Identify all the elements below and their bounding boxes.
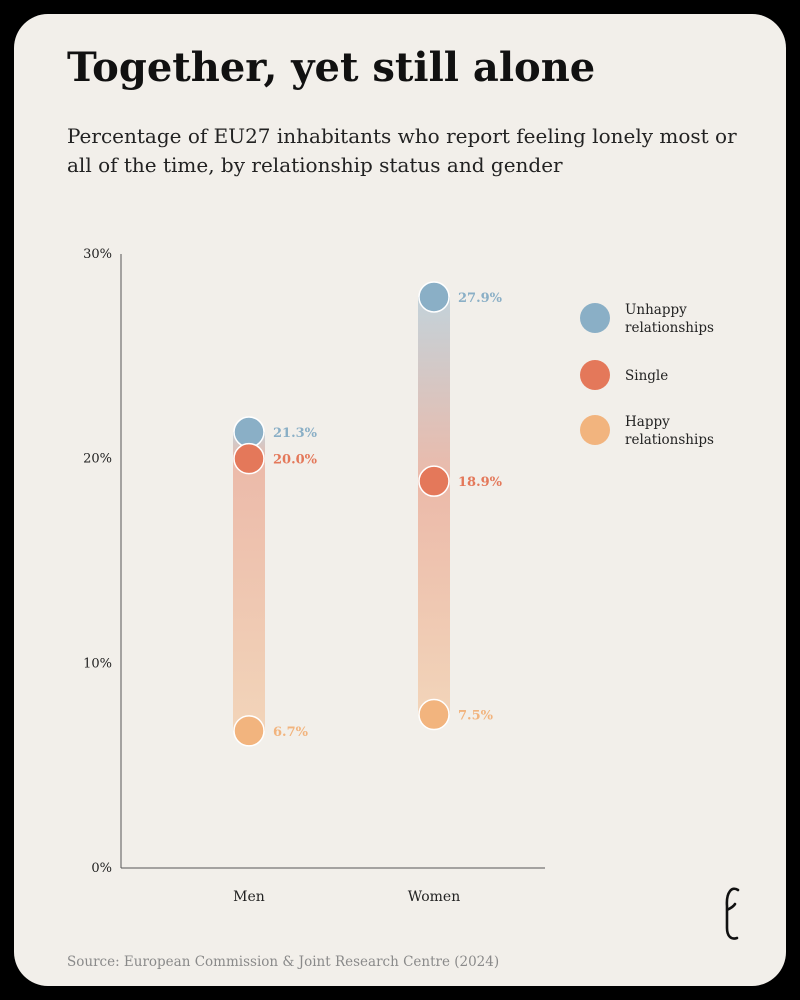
y-tick-label: 10% — [83, 656, 112, 671]
data-point — [233, 442, 265, 475]
legend-swatch — [580, 415, 610, 445]
legend-swatch — [580, 360, 610, 390]
data-label: 27.9% — [458, 291, 503, 306]
chart-axes: 0% 10% 20% 30% Men Women — [83, 247, 545, 905]
data-label: 6.7% — [273, 725, 309, 740]
data-point — [418, 465, 450, 497]
data-label: 20.0% — [273, 453, 318, 468]
data-label: 21.3% — [273, 426, 318, 441]
range-bar — [418, 296, 450, 715]
data-point — [233, 715, 265, 747]
y-tick-label: 30% — [83, 247, 112, 262]
y-tick-label: 0% — [91, 861, 112, 876]
x-category-label: Men — [233, 889, 265, 905]
y-tick-label: 20% — [83, 452, 112, 467]
x-category-label: Women — [408, 889, 460, 905]
legend-label: relationships — [625, 432, 714, 448]
data-label: 7.5% — [458, 709, 494, 724]
legend-swatch — [580, 303, 610, 333]
data-points: 21.3% 27.9% 20.0% 18.9% 6.7% 7.5% — [233, 281, 503, 747]
data-point — [233, 416, 265, 448]
source-note: Source: European Commission & Joint Rese… — [67, 954, 500, 970]
legend-label: Happy — [625, 414, 670, 430]
data-point — [418, 281, 450, 313]
chart-card: Together, yet still alone Percentage of … — [14, 14, 786, 986]
range-bars — [233, 296, 450, 731]
legend-label: Single — [625, 368, 668, 384]
economist-e-logo-icon — [725, 887, 740, 940]
legend-label: relationships — [625, 320, 714, 336]
data-point — [418, 698, 450, 731]
chart-subtitle: Percentage of EU27 inhabitants who repor… — [67, 124, 737, 177]
chart-plot: 0% 10% 20% 30% Men Women 21.3% 27.9% 20.0% 18.9%… — [83, 247, 714, 905]
chart-legend: Unhappy relationships Single Happy relations… — [580, 302, 714, 448]
data-label: 18.9% — [458, 475, 503, 490]
legend-label: Unhappy — [625, 302, 687, 318]
chart-title: Together, yet still alone — [67, 44, 596, 91]
range-bar — [233, 432, 265, 731]
